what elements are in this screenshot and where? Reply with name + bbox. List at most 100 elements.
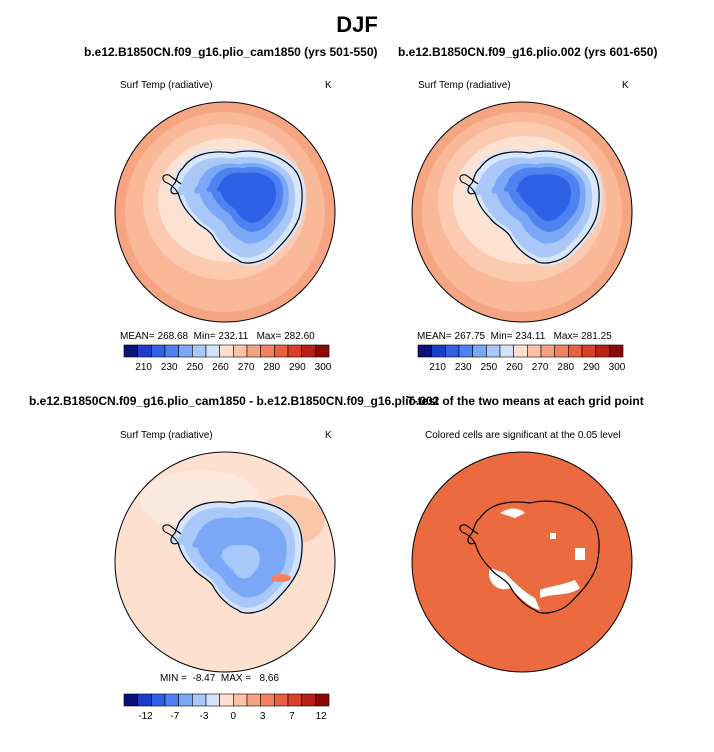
cb3-swatch xyxy=(164,693,179,707)
panel3-title: b.e12.B1850CN.f09_g16.plio_cam1850 - b.e… xyxy=(29,394,440,408)
cb2-swatch xyxy=(499,344,514,358)
cb3-tick-label: -12 xyxy=(138,711,153,722)
cb2-swatch xyxy=(527,344,542,358)
cb1-tick-label: 270 xyxy=(238,362,255,373)
panel2-stats: MEAN= 267.75 Min= 234.11 Max= 281.25 xyxy=(417,331,612,342)
cb3-swatch xyxy=(137,693,152,707)
cb1-swatch xyxy=(315,344,330,358)
cb1-swatch xyxy=(233,344,248,358)
panel3-variable: Surf Temp (radiative) xyxy=(120,430,213,441)
panel2-max-label: Max= xyxy=(553,331,579,342)
cb1-tick-label: 280 xyxy=(263,362,280,373)
cb3-swatch xyxy=(123,693,138,707)
cb1-swatch xyxy=(123,344,138,358)
panel1-min: 232.11 xyxy=(218,331,249,342)
cb2-swatch xyxy=(458,344,473,358)
cb1-tick-label: 260 xyxy=(212,362,229,373)
panel4-subtitle: Colored cells are significant at the 0.0… xyxy=(425,430,621,441)
cb1-swatch xyxy=(151,344,166,358)
cb2-swatch xyxy=(595,344,610,358)
cb3-swatch xyxy=(178,693,193,707)
panel3-map xyxy=(114,451,336,673)
panel2-units: K xyxy=(622,80,629,91)
cb3-tick-label: -3 xyxy=(200,711,209,722)
cb2-tick-label: 280 xyxy=(557,362,574,373)
panel2-mean: 267.75 xyxy=(454,331,486,342)
cb2-tick-label: 270 xyxy=(532,362,549,373)
panel3-max: 8.66 xyxy=(259,673,279,684)
cb3-tick-label: 12 xyxy=(316,711,328,722)
panel1-max: 282.60 xyxy=(284,331,315,342)
panel1-title: b.e12.B1850CN.f09_g16.plio_cam1850 (yrs … xyxy=(84,45,378,59)
panel2-mean-label: MEAN= xyxy=(417,331,452,342)
cb2-swatch xyxy=(486,344,501,358)
panel4-title: T-test of the two means at each grid poi… xyxy=(407,394,644,408)
panel2-max: 281.25 xyxy=(581,331,612,342)
cb2-swatch xyxy=(540,344,555,358)
panel1-stats: MEAN= 268.68 Min= 232.11 Max= 282.60 xyxy=(120,331,315,342)
cb3-swatch xyxy=(301,693,316,707)
cb2-swatch xyxy=(513,344,528,358)
cb3-tick-label: 7 xyxy=(289,711,295,722)
cb1-swatch xyxy=(246,344,261,358)
colorbar-panel1: 210 230 250 260 270 280 290 300 xyxy=(123,344,332,373)
panel1-map xyxy=(114,101,336,323)
panel1-min-label: Min= xyxy=(193,331,216,342)
colorbar-panel3: -12 -7 -3 0 3 7 12 xyxy=(123,693,330,722)
cb3-swatch xyxy=(219,693,234,707)
cb2-swatch xyxy=(431,344,446,358)
panel4-map xyxy=(411,451,633,673)
cb1-swatch xyxy=(301,344,316,358)
cb3-swatch xyxy=(151,693,166,707)
cb1-tick-label: 210 xyxy=(135,362,152,373)
cb2-swatch xyxy=(417,344,432,358)
cb2-swatch xyxy=(609,344,624,358)
cb3-swatch xyxy=(315,693,330,707)
panel2-map xyxy=(411,101,633,323)
panel2-variable: Surf Temp (radiative) xyxy=(418,80,511,91)
cb1-swatch xyxy=(205,344,220,358)
cb3-swatch xyxy=(274,693,289,707)
cb1-tick-label: 300 xyxy=(315,362,332,373)
cb2-swatch xyxy=(568,344,583,358)
panel3-min-label: MIN = xyxy=(160,673,187,684)
cb1-swatch xyxy=(178,344,193,358)
cb3-swatch xyxy=(246,693,261,707)
cb1-swatch xyxy=(219,344,234,358)
panel2-title: b.e12.B1850CN.f09_g16.plio.002 (yrs 601-… xyxy=(398,45,658,59)
panel1-max-label: Max= xyxy=(256,331,282,342)
panel3-stats: MIN = -8.47 MAX = 8.66 xyxy=(160,673,279,684)
cb3-tick-label: 3 xyxy=(260,711,266,722)
cb1-swatch xyxy=(192,344,207,358)
panel3-units: K xyxy=(325,430,332,441)
cb3-swatch xyxy=(260,693,275,707)
panel3-max-label: MAX = xyxy=(220,673,252,684)
figure-title: DJF xyxy=(336,12,378,37)
cb3-swatch xyxy=(205,693,220,707)
cb2-swatch xyxy=(581,344,596,358)
cb1-swatch xyxy=(287,344,302,358)
cb1-tick-label: 230 xyxy=(161,362,178,373)
cb2-tick-label: 230 xyxy=(455,362,472,373)
cb2-tick-label: 250 xyxy=(481,362,498,373)
cb3-tick-label: 0 xyxy=(231,711,237,722)
cb1-swatch xyxy=(274,344,289,358)
cb1-tick-label: 250 xyxy=(187,362,204,373)
cb2-tick-label: 300 xyxy=(609,362,626,373)
panel2-min: 234.11 xyxy=(515,331,546,342)
cb1-swatch xyxy=(137,344,152,358)
panel1-mean-label: MEAN= xyxy=(120,331,155,342)
cb3-swatch xyxy=(233,693,248,707)
cb1-swatch xyxy=(260,344,275,358)
cb2-swatch xyxy=(445,344,460,358)
panel1-variable: Surf Temp (radiative) xyxy=(120,80,213,91)
cb2-tick-label: 210 xyxy=(429,362,446,373)
cb1-tick-label: 290 xyxy=(289,362,306,373)
cb2-tick-label: 290 xyxy=(583,362,600,373)
cb1-swatch xyxy=(164,344,179,358)
cb3-swatch xyxy=(192,693,207,707)
cb2-swatch xyxy=(554,344,569,358)
cb2-swatch xyxy=(472,344,487,358)
panel1-units: K xyxy=(325,80,332,91)
